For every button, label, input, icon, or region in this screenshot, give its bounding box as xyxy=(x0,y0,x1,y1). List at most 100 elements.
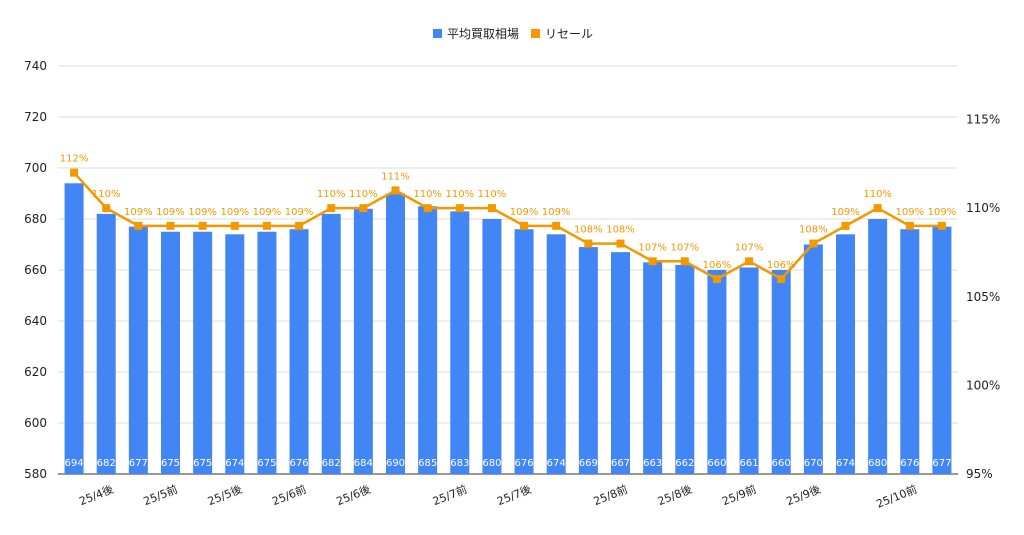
line-point xyxy=(777,275,786,284)
line-point xyxy=(166,221,175,230)
bar-value-label: 676 xyxy=(290,458,309,469)
x-tick-label: 25/6前 xyxy=(270,482,308,508)
x-tick-label: 25/4後 xyxy=(77,482,115,508)
line-value-label: 109% xyxy=(188,207,217,218)
bar-value-label: 682 xyxy=(97,458,116,469)
line-point xyxy=(745,257,754,266)
y-left-tick-label: 640 xyxy=(24,314,47,328)
bar xyxy=(836,234,855,474)
bar-value-label: 674 xyxy=(836,458,855,469)
line-value-label: 107% xyxy=(670,242,699,253)
bar xyxy=(868,219,888,474)
bar-value-label: 682 xyxy=(322,458,341,469)
line-value-label: 110% xyxy=(349,189,378,200)
bar xyxy=(450,211,470,474)
bar xyxy=(96,213,116,474)
line-point xyxy=(391,186,400,195)
line-value-label: 110% xyxy=(92,189,121,200)
x-tick-label: 25/7後 xyxy=(495,482,533,508)
line-point xyxy=(487,204,496,213)
y-right-tick-label: 110% xyxy=(966,201,1000,215)
line-value-label: 109% xyxy=(285,207,314,218)
bar xyxy=(161,231,180,474)
bar xyxy=(257,231,277,474)
line-point xyxy=(455,204,464,213)
y-right-tick-label: 115% xyxy=(966,113,1000,127)
bar xyxy=(289,229,309,474)
y-left-tick-label: 580 xyxy=(24,467,47,481)
line-value-label: 108% xyxy=(574,225,603,236)
bar xyxy=(643,262,663,474)
y-left-tick-label: 700 xyxy=(24,161,47,175)
line-value-label: 110% xyxy=(478,189,507,200)
bar-value-label: 683 xyxy=(450,458,469,469)
x-tick-label: 25/8前 xyxy=(591,482,629,508)
line-point xyxy=(327,204,336,213)
bar-value-label: 675 xyxy=(193,458,212,469)
bar xyxy=(418,206,438,474)
line-value-label: 109% xyxy=(124,207,153,218)
bar xyxy=(386,193,405,474)
line-value-label: 112% xyxy=(60,154,89,165)
x-tick-label: 25/9後 xyxy=(784,482,822,508)
bar-value-label: 670 xyxy=(804,458,823,469)
bar-value-label: 680 xyxy=(482,458,501,469)
line-point xyxy=(809,239,818,248)
line-value-label: 110% xyxy=(863,189,892,200)
bar xyxy=(353,208,373,475)
bar xyxy=(225,234,245,474)
line-value-label: 109% xyxy=(253,207,282,218)
bar-value-label: 685 xyxy=(418,458,437,469)
line-point xyxy=(230,221,239,230)
bar-value-label: 667 xyxy=(611,458,630,469)
legend-label-line: リセール xyxy=(545,27,593,41)
line-value-label: 109% xyxy=(542,207,571,218)
line-value-label: 106% xyxy=(703,260,732,271)
line-point xyxy=(134,221,143,230)
line-value-label: 106% xyxy=(767,260,796,271)
bar-value-label: 684 xyxy=(354,458,373,469)
line-point xyxy=(841,221,850,230)
bar-value-label: 677 xyxy=(932,458,951,469)
bar-value-label: 662 xyxy=(675,458,694,469)
bar-value-label: 660 xyxy=(707,458,726,469)
y-right-tick-label: 105% xyxy=(966,290,1000,304)
line-value-label: 110% xyxy=(317,189,346,200)
line-point xyxy=(70,168,79,177)
bar-value-label: 680 xyxy=(868,458,887,469)
bar-value-label: 694 xyxy=(65,458,84,469)
line-point xyxy=(584,239,593,248)
line-point xyxy=(102,204,111,213)
x-tick-label: 25/9前 xyxy=(720,482,758,508)
bar xyxy=(771,270,791,474)
line-point xyxy=(552,221,561,230)
y-axis-right: 95% 100% 105% 110% 115% xyxy=(966,113,1000,482)
line-point xyxy=(905,221,914,230)
bar xyxy=(321,213,341,474)
y-right-tick-label: 95% xyxy=(966,467,993,481)
x-tick-label: 25/6後 xyxy=(334,482,372,508)
line-value-label: 110% xyxy=(413,189,442,200)
bar xyxy=(482,219,502,474)
line-value-label: 107% xyxy=(638,242,667,253)
line-value-label: 109% xyxy=(928,207,957,218)
line-point xyxy=(198,221,207,230)
x-axis: 25/4後 25/5前 25/5後 25/6前 25/6後 25/7前 25/7後 25/8前… xyxy=(77,482,919,511)
bar-value-label: 676 xyxy=(515,458,534,469)
line-value-label: 109% xyxy=(220,207,249,218)
chart-legend: 平均買取相場 リセール xyxy=(433,27,593,41)
bar xyxy=(546,234,566,474)
bar-value-label: 661 xyxy=(740,458,759,469)
series-line xyxy=(73,171,942,281)
bar xyxy=(64,183,84,475)
line-point xyxy=(616,239,625,248)
bar xyxy=(193,231,213,474)
bar-value-label: 690 xyxy=(386,458,405,469)
y-left-tick-label: 620 xyxy=(24,365,47,379)
bar xyxy=(578,247,598,474)
x-tick-label: 25/10前 xyxy=(874,482,919,511)
line-value-label: 108% xyxy=(799,225,828,236)
y-left-tick-label: 740 xyxy=(24,59,47,73)
bar xyxy=(900,229,920,474)
bar-value-label: 675 xyxy=(161,458,180,469)
